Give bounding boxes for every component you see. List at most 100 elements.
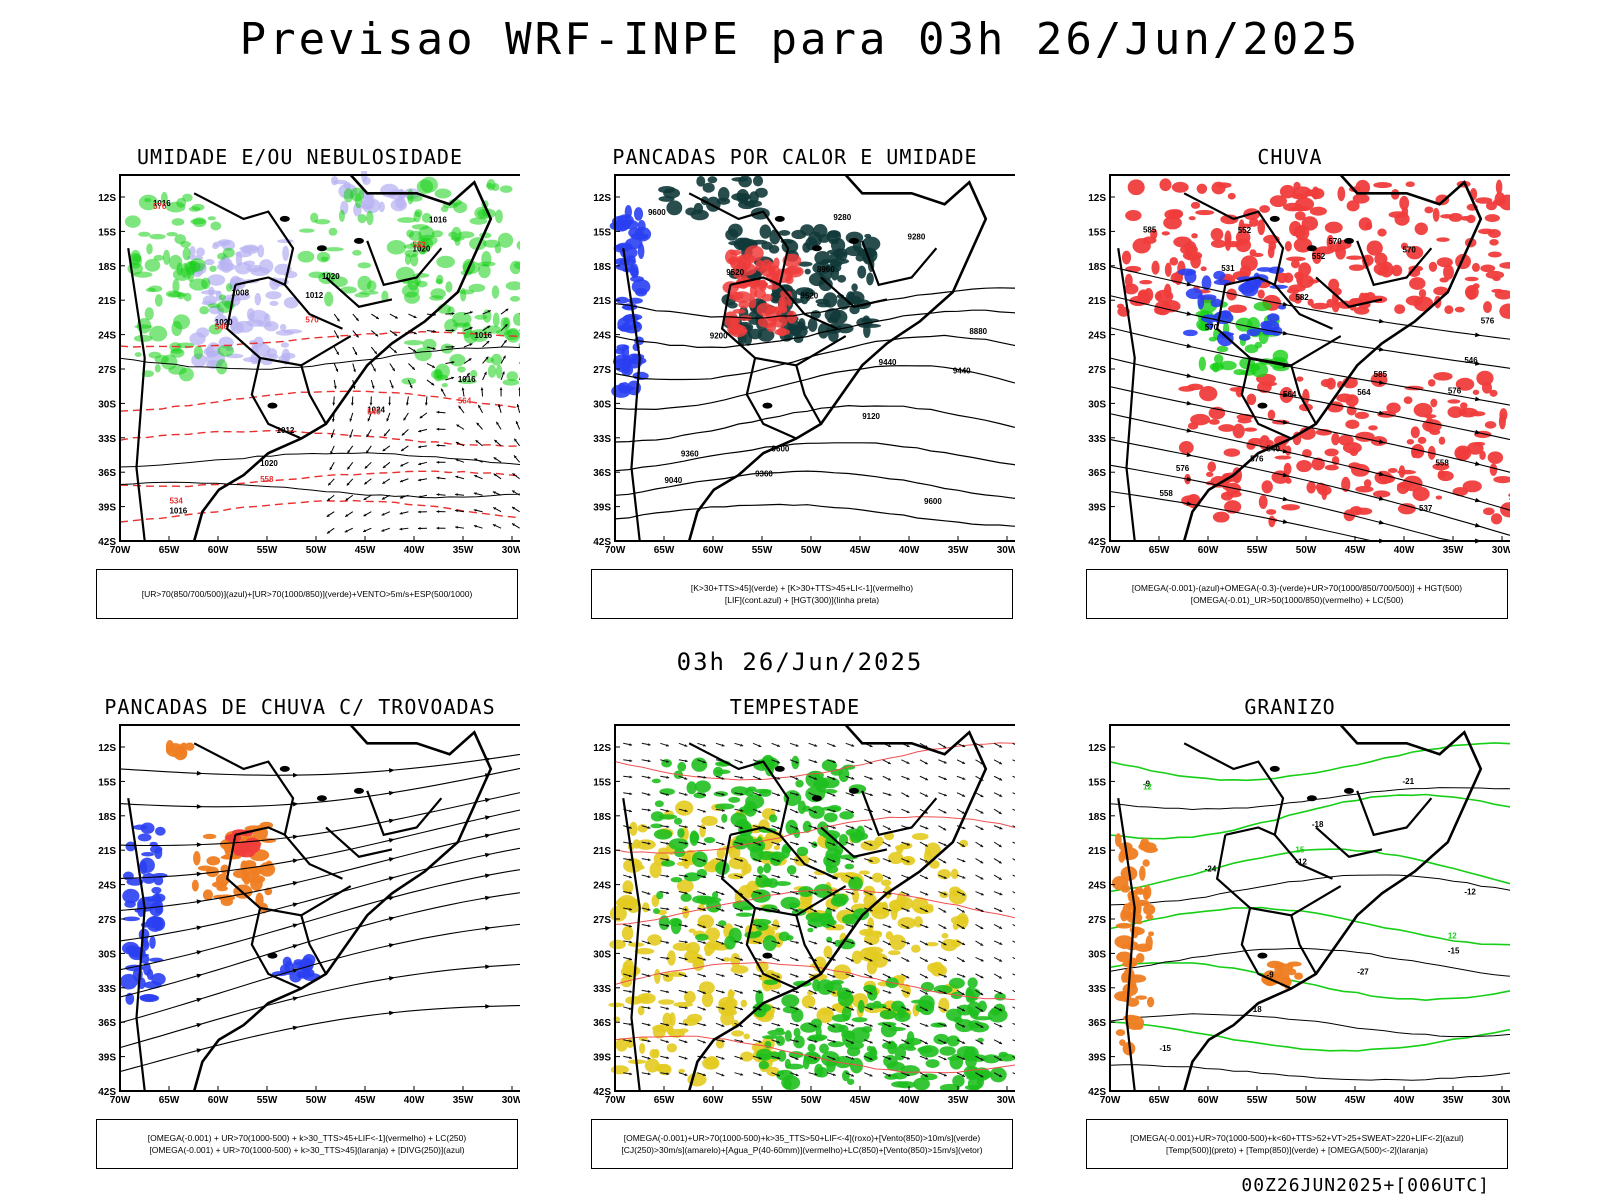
- wind-vector-head: [349, 434, 353, 438]
- wind-vector-head: [851, 1007, 855, 1011]
- wind-vector-head: [433, 329, 436, 333]
- streamline-arrow: [196, 1048, 203, 1053]
- shaded-area: [823, 812, 838, 823]
- shaded-area: [866, 272, 874, 286]
- shaded-area: [784, 265, 804, 278]
- wind-vector-head: [869, 1024, 873, 1027]
- shaded-area: [250, 353, 259, 365]
- shaded-area: [742, 863, 752, 874]
- wind-vector-head: [647, 892, 651, 895]
- streamline-arrow: [292, 881, 299, 886]
- lat-tick-label: 24S: [1088, 881, 1106, 892]
- wind-vector-head: [906, 975, 910, 979]
- wind-vector-head: [925, 876, 929, 880]
- contour-label: 8960: [817, 265, 835, 274]
- wind-vector-head: [980, 876, 984, 880]
- wind-vector-head: [925, 859, 929, 863]
- shaded-area: [457, 366, 466, 373]
- main-title: Previsao WRF-INPE para 03h 26/Jun/2025: [239, 14, 1361, 65]
- shaded-area: [678, 1068, 685, 1074]
- lon-tick-label: 35W: [453, 545, 474, 556]
- streamline-arrow: [1378, 347, 1385, 352]
- wind-vector-head: [473, 508, 477, 512]
- streamline-arrow: [388, 895, 395, 901]
- wind-vector-head: [721, 776, 725, 780]
- lon-tick-label: 60W: [208, 1095, 229, 1106]
- lon-tick-label: 55W: [752, 1095, 773, 1106]
- shaded-area: [1143, 904, 1156, 916]
- wind-vector-head: [888, 1073, 892, 1077]
- shaded-area: [1209, 362, 1225, 372]
- country-border: [688, 742, 838, 880]
- wind-vector-head: [647, 743, 651, 746]
- shaded-area: [324, 291, 334, 307]
- shaded-area: [758, 1060, 770, 1070]
- wind-vector-head: [906, 1041, 910, 1044]
- shaded-area: [658, 814, 678, 820]
- lon-tick-label: 45W: [850, 545, 871, 556]
- shaded-area: [1464, 276, 1479, 282]
- shaded-area: [735, 912, 753, 917]
- contour-label: 570: [1403, 246, 1417, 255]
- wind-vector-head: [386, 418, 390, 422]
- shaded-area: [1206, 321, 1214, 330]
- wind-vector-head: [906, 892, 910, 896]
- shaded-area: [477, 261, 496, 267]
- shaded-area: [621, 925, 634, 941]
- shaded-area: [1483, 507, 1495, 516]
- wind-vector-head: [980, 992, 984, 996]
- shaded-area: [727, 872, 744, 880]
- shaded-area: [773, 845, 781, 851]
- shaded-area: [125, 841, 136, 852]
- wind-vector-head: [346, 482, 350, 486]
- wind-vector-head: [924, 761, 928, 765]
- shaded-area: [206, 856, 221, 866]
- wind-vector-head: [795, 990, 799, 994]
- map-layer: 9600952094409360928092009120904089608880…: [609, 174, 1015, 542]
- lon-tick-label: 50W: [306, 1095, 327, 1106]
- streamline-arrow: [1378, 471, 1385, 477]
- shaded-area: [1494, 192, 1506, 207]
- wind-vector-head: [666, 1007, 670, 1010]
- shaded-area: [1121, 972, 1128, 983]
- shaded-area: [911, 897, 929, 914]
- streamline-arrow: [1186, 373, 1193, 378]
- shaded-area: [487, 364, 497, 378]
- shaded-area: [1485, 270, 1505, 279]
- lon-tick-label: 65W: [1149, 545, 1170, 556]
- shaded-area: [744, 331, 753, 346]
- wind-vector-head: [344, 529, 348, 533]
- shaded-area: [207, 303, 221, 309]
- lon-tick-label: 70W: [1100, 1095, 1121, 1106]
- shaded-area: [653, 908, 660, 915]
- contour-label: 576: [153, 202, 167, 211]
- shaded-area: [1307, 298, 1314, 306]
- contour-label: 1016: [153, 199, 171, 208]
- shaded-area: [898, 1043, 915, 1049]
- shaded-area: [210, 221, 222, 231]
- wind-vector-head: [998, 975, 1002, 979]
- lake-mark: [1343, 787, 1354, 794]
- wind-vector-head: [703, 908, 707, 912]
- contour-line: [614, 334, 1015, 381]
- contour-label: 1012: [305, 291, 323, 300]
- wind-vector-head: [869, 1040, 873, 1044]
- wind-vector-head: [417, 510, 421, 514]
- wind-vector-head: [758, 1040, 762, 1043]
- streamline-arrow: [292, 801, 299, 807]
- streamline-arrow: [1474, 522, 1481, 528]
- lon-tick-label: 70W: [110, 545, 131, 556]
- shaded-area: [616, 242, 633, 251]
- shaded-area: [685, 207, 697, 216]
- shaded-area: [155, 826, 166, 836]
- wind-vector-head: [486, 340, 490, 344]
- legend-box: [OMEGA(-0.001) + UR>70(1000-500) + k>30_…: [96, 1119, 518, 1169]
- contour-label: 9600: [924, 497, 942, 506]
- wind-vector-head: [347, 450, 351, 454]
- shaded-area: [182, 247, 191, 261]
- wind-vector-head: [332, 402, 336, 406]
- wind-vector-head: [336, 335, 339, 339]
- lat-tick-label: 36S: [593, 1018, 611, 1029]
- shaded-area: [890, 904, 898, 921]
- shaded-area: [785, 275, 794, 285]
